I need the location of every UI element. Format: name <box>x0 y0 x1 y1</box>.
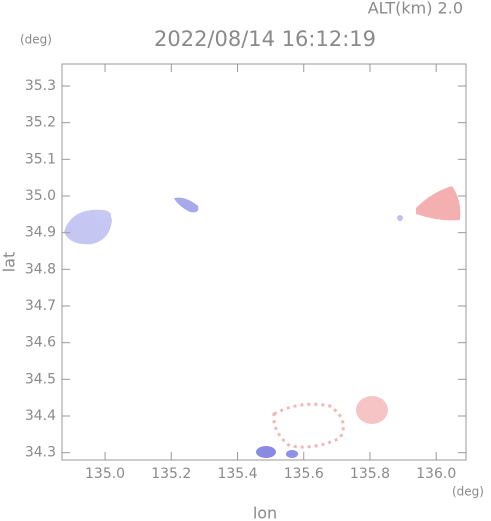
y-tick-label: 35.1 <box>25 151 56 167</box>
y-tick-label: 35.0 <box>25 188 56 204</box>
x-axis-label: lon <box>253 504 277 521</box>
echo <box>397 215 403 221</box>
x-unit: (deg) <box>452 485 484 499</box>
x-tick-label: 135.0 <box>85 466 125 482</box>
x-tick-label: 135.6 <box>284 466 324 482</box>
y-axis-label: lat <box>0 252 19 273</box>
echo <box>272 402 345 449</box>
y-tick-label: 35.3 <box>25 78 56 94</box>
y-tick-label: 34.8 <box>25 261 56 277</box>
subtitle: ALT(km) 2.0 <box>368 0 463 18</box>
y-tick-label: 34.3 <box>25 445 56 461</box>
y-tick-label: 34.5 <box>25 371 56 387</box>
x-tick-label: 135.4 <box>217 466 257 482</box>
echo <box>256 446 276 458</box>
plot-frame <box>61 63 467 461</box>
x-tick-label: 135.2 <box>151 466 191 482</box>
echo <box>286 450 298 458</box>
x-tick-label: 136.0 <box>416 466 456 482</box>
y-tick-label: 34.6 <box>25 335 56 351</box>
chart-title: 2022/08/14 16:12:19 <box>154 27 376 51</box>
echo <box>416 186 461 221</box>
echo <box>174 197 199 213</box>
y-tick-label: 34.7 <box>25 298 56 314</box>
y-tick-label: 34.4 <box>25 408 56 424</box>
echoes <box>64 186 461 458</box>
y-tick-label: 34.9 <box>25 225 56 241</box>
y-tick-label: 35.2 <box>25 115 56 131</box>
y-unit: (deg) <box>20 33 52 47</box>
x-tick-label: 135.8 <box>350 466 390 482</box>
echo <box>356 396 388 424</box>
echo <box>93 210 111 220</box>
